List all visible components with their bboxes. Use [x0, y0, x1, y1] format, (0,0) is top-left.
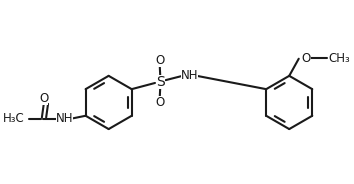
Text: O: O	[155, 96, 164, 109]
Text: O: O	[302, 52, 311, 65]
Text: CH₃: CH₃	[329, 52, 350, 65]
Text: NH: NH	[181, 69, 199, 82]
Text: O: O	[39, 92, 48, 105]
Text: NH: NH	[56, 112, 73, 125]
Text: O: O	[155, 54, 164, 67]
Text: S: S	[156, 75, 165, 89]
Text: H₃C: H₃C	[2, 112, 24, 125]
